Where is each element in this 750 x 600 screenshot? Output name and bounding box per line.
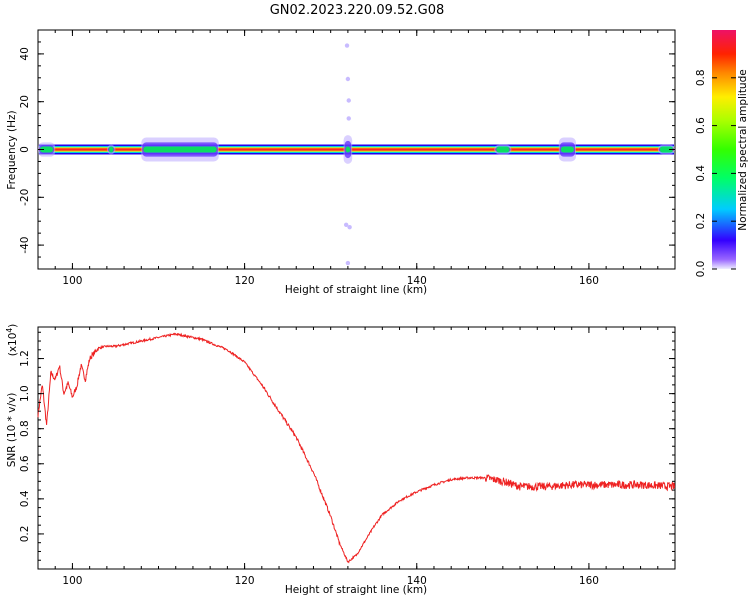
figure-title: GN02.2023.220.09.52.G08 [270, 3, 445, 18]
spectrum-scatter-point [345, 76, 351, 82]
snr-xlabel: Height of straight line (km) [285, 584, 427, 596]
spectrum-spread-core [143, 146, 217, 153]
spectrogram-x-tick-label: 140 [407, 275, 427, 287]
snr-multiplier-close: ) [7, 324, 19, 328]
snr-y-tick-label: 0.6 [19, 455, 31, 472]
spectrogram-y-tick-label: -20 [19, 189, 31, 206]
spectrum-spread-core [40, 146, 54, 153]
spectrogram-y-tick-label: 40 [19, 47, 31, 60]
colorbar-ticks: 0.0 0.2 0.4 0.6 0.8 [695, 69, 736, 277]
snr-x-tick-label: 140 [407, 575, 427, 587]
snr-multiplier: (x104) [5, 324, 19, 357]
snr-frame [37, 326, 676, 570]
colorbar-tick-label: 0.6 [695, 117, 707, 134]
spectrum-scatter-point [346, 98, 351, 103]
colorbar-tick-label: 0.4 [695, 165, 707, 182]
spectrum-spread-core [560, 146, 575, 153]
snr-multiplier-exp: 4 [5, 328, 14, 333]
colorbar-gradient [712, 30, 736, 269]
spectrum-scatter-point [346, 116, 351, 121]
spectrogram-content [38, 43, 675, 266]
snr-content [37, 332, 676, 564]
snr-line [37, 332, 676, 564]
colorbar-tick-label: 0.8 [695, 69, 707, 86]
spectrogram-y-tick-label: 0 [19, 146, 31, 153]
snr-x-tick-label: 120 [235, 575, 255, 587]
spectrum-spread-core [108, 146, 114, 153]
snr-x-tick-label: 160 [579, 575, 599, 587]
spectrum-scatter-point [345, 260, 351, 266]
colorbar-label: Normalized spectral amplitude [737, 69, 749, 230]
colorbar: 0.0 0.2 0.4 0.6 0.8 Normalized spectral ampl… [695, 30, 749, 277]
spectrum-scatter-point [343, 222, 349, 227]
colorbar-tick-label: 0.2 [695, 213, 707, 230]
spectrogram-y-tick-label: -40 [19, 237, 31, 254]
snr-y-tick-label: 0.8 [19, 420, 31, 437]
spectrogram-y-tick-label: 20 [19, 95, 31, 108]
snr-panel: 100 120 140 160 0.2 0.4 0.6 0.8 1.0 1.2 Height of… [5, 324, 676, 596]
spectrogram-xlabel: Height of straight line (km) [285, 284, 427, 296]
colorbar-tick-label: 0.0 [695, 261, 707, 278]
spectrogram-panel: 100 120 140 160 -40 -20 0 20 40 Height of straig… [6, 29, 676, 296]
spectrum-scatter-point [347, 224, 352, 230]
spectrum-spread-core [345, 146, 351, 153]
spectrogram-x-tick-label: 160 [579, 275, 599, 287]
snr-y-tick-label: 0.4 [19, 490, 31, 507]
snr-ticks: 100 120 140 160 0.2 0.4 0.6 0.8 1.0 1.2 [19, 327, 676, 587]
spectrogram-ticks: 100 120 140 160 -40 -20 0 20 40 [19, 29, 676, 287]
snr-y-tick-label: 0.2 [19, 526, 31, 543]
snr-ylabel: SNR (10 * v/v) [6, 393, 18, 468]
spectrum-band-core [39, 148, 674, 151]
snr-x-tick-label: 100 [62, 575, 82, 587]
spectrogram-x-tick-label: 120 [235, 275, 255, 287]
spectrum-spread-core [659, 146, 673, 153]
spectrum-scatter-point [344, 43, 350, 48]
spectrogram-ylabel: Frequency (Hz) [6, 110, 18, 189]
snr-multiplier-base: (x10 [7, 333, 19, 357]
spectrum-spread-core [496, 146, 510, 153]
snr-y-tick-label: 1.2 [19, 350, 31, 367]
spectrogram-x-tick-label: 100 [62, 275, 82, 287]
snr-y-tick-label: 1.0 [19, 385, 31, 402]
